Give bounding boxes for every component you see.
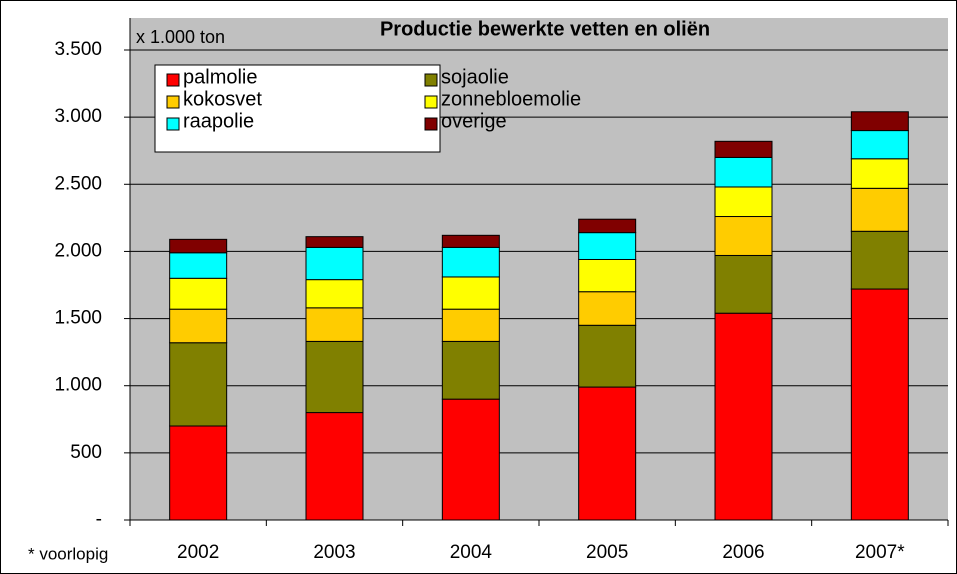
bar-segment [714, 140, 773, 158]
legend-label: palmolie [183, 66, 257, 88]
bar-segment [441, 308, 500, 342]
bar-segment [714, 186, 773, 218]
bar-segment [850, 288, 909, 521]
bar-segment [169, 238, 228, 254]
bar-segment [850, 130, 909, 160]
bar-segment [441, 276, 500, 310]
bar-segment [714, 312, 773, 521]
y-tick-label: 2.500 [54, 173, 102, 194]
x-tick-label: 2007* [855, 542, 905, 563]
bar-segment [305, 307, 364, 342]
y-tick-label: 3.000 [54, 106, 102, 127]
bar-segment [305, 412, 364, 521]
bar-segment [850, 187, 909, 232]
bar-segment [305, 340, 364, 414]
x-tick-label: 2003 [313, 542, 355, 563]
bar-segment [441, 234, 500, 248]
bar-segment [305, 236, 364, 248]
x-tick-label: 2002 [177, 542, 219, 563]
bar-segment [305, 246, 364, 281]
bar-segment [169, 252, 228, 279]
bar-segment [169, 425, 228, 521]
bar-segment [441, 246, 500, 278]
y-tick-label: 500 [70, 442, 102, 463]
legend-label: zonnebloemolie [441, 88, 581, 110]
bar-segment [714, 156, 773, 188]
bar-segment [578, 291, 637, 326]
legend-swatch [166, 73, 180, 87]
bar-segment [578, 232, 637, 260]
bar-segment [169, 308, 228, 344]
bar-segment [578, 386, 637, 521]
footnote: * voorlopig [28, 544, 108, 563]
bar-segment [714, 254, 773, 314]
bar-segment [578, 324, 637, 388]
bar-segment [714, 216, 773, 256]
legend-swatch [166, 117, 180, 131]
chart-title: Productie bewerkte vetten en oliën [380, 18, 710, 40]
legend-swatch [424, 117, 438, 131]
y-tick-label: 2.000 [54, 240, 102, 261]
bar-segment [169, 342, 228, 427]
bar-segment [578, 258, 637, 293]
bar-segment [850, 230, 909, 290]
legend-box [154, 64, 441, 153]
legend-label: overige [441, 110, 507, 132]
legend-label: sojaolie [441, 66, 509, 88]
y-tick-label: 1.000 [54, 375, 102, 396]
x-tick-label: 2004 [450, 542, 493, 563]
x-tick-label: 2006 [722, 542, 764, 563]
x-tick-label: 2005 [586, 542, 628, 563]
bar-segment [850, 158, 909, 189]
bar-segment [441, 340, 500, 400]
y-tick-label: 3.500 [54, 39, 102, 60]
y-tick-label: 1.500 [54, 308, 102, 329]
bar-segment [169, 277, 228, 310]
y-tick-label: - [96, 509, 102, 530]
legend-swatch [166, 95, 180, 109]
legend-label: raapolie [183, 110, 254, 132]
unit-label: x 1.000 ton [136, 27, 225, 47]
bar-segment [441, 398, 500, 521]
legend-swatch [424, 73, 438, 87]
bar-segment [578, 218, 637, 234]
bar-segment [850, 111, 909, 132]
bar-segment [305, 279, 364, 309]
legend-label: kokosvet [183, 88, 262, 110]
legend-swatch [424, 95, 438, 109]
